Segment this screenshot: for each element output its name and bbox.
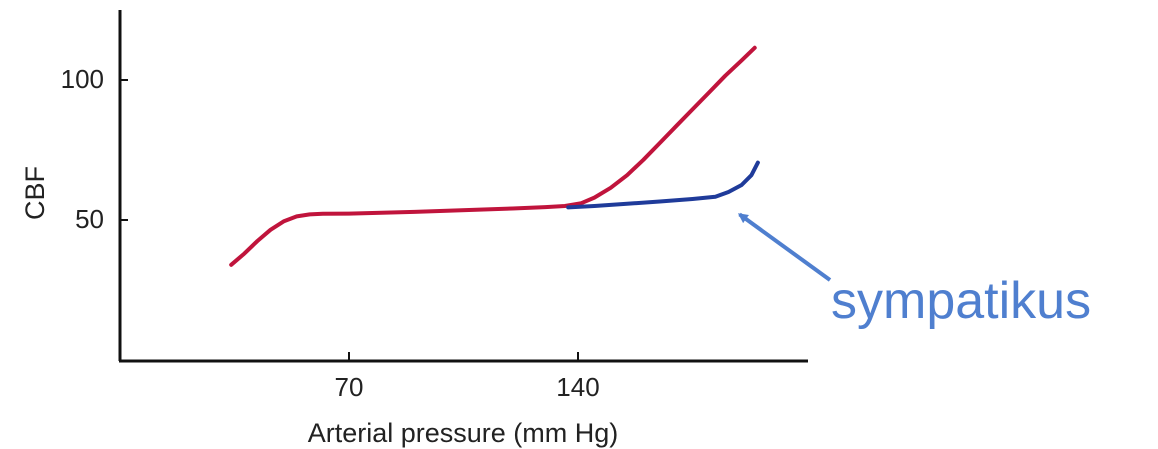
series-line-blue [566, 160, 760, 210]
x-tick-label-140: 140 [556, 372, 599, 402]
x-tick-label-70: 70 [335, 372, 364, 402]
y-axis-label: CBF [20, 166, 50, 220]
annotation-arrow [737, 212, 832, 282]
x-axis-label: Arterial pressure (mm Hg) [308, 418, 619, 448]
y-tick-label-50: 50 [75, 204, 104, 234]
series-line-red [229, 45, 757, 267]
y-tick-label-100: 100 [61, 64, 104, 94]
annotation-sympatikus: sympatikus [831, 272, 1091, 330]
